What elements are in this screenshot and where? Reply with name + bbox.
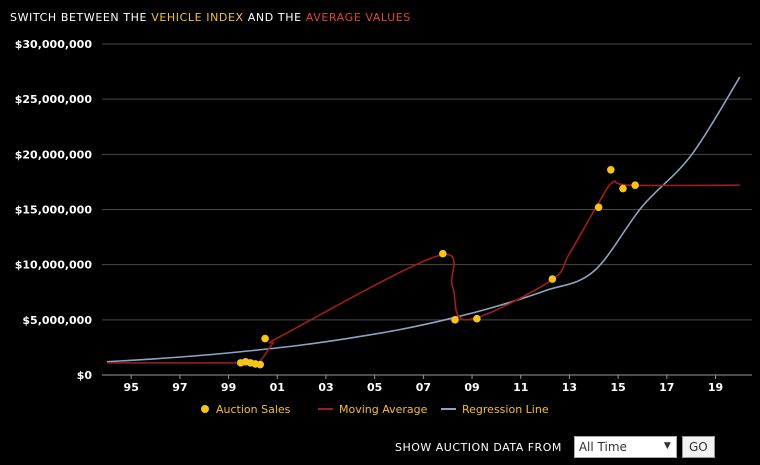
y-tick-label: $15,000,000 <box>15 204 93 217</box>
x-tick-label: 05 <box>367 381 382 394</box>
x-tick-label: 15 <box>610 381 625 394</box>
go-button[interactable]: GO <box>681 436 715 458</box>
chevron-down-icon: ▼ <box>663 441 671 451</box>
vehicle-index-link[interactable]: VEHICLE INDEX <box>151 11 244 24</box>
x-tick-label: 09 <box>464 381 479 394</box>
show-auction-data-label: SHOW AUCTION DATA FROM <box>395 440 562 454</box>
auction-sale-point <box>548 275 557 283</box>
y-axis-ticks: $0 $5,000,000 $10,000,000 $15,000,000 $20,00… <box>15 38 93 382</box>
y-tick-label: $20,000,000 <box>15 148 93 161</box>
x-tick-label: 95 <box>124 381 139 394</box>
auction-sale-point <box>473 314 481 323</box>
auction-sale-point <box>451 316 459 324</box>
header-prefix: SWITCH BETWEEN THE <box>10 11 148 24</box>
legend-regression-label: Regression Line <box>462 403 549 416</box>
time-range-value: All Time <box>578 440 627 454</box>
auction-sale-point <box>261 334 269 343</box>
x-tick-label: 01 <box>270 381 285 394</box>
y-tick-label: $25,000,000 <box>15 93 93 106</box>
y-tick-label: $30,000,000 <box>15 38 93 51</box>
x-tick-label: 99 <box>221 381 236 394</box>
average-values-link[interactable]: AVERAGE VALUES <box>305 11 411 24</box>
chart-legend: Auction Sales Moving Average Regression Li… <box>201 403 549 416</box>
time-range-select[interactable]: All Time ▼ <box>573 436 677 458</box>
legend-auction-marker <box>201 405 209 413</box>
auction-sale-point <box>607 165 615 174</box>
header-middle: AND THE <box>247 11 302 24</box>
auction-sale-point <box>619 184 627 193</box>
legend-auction-label: Auction Sales <box>216 403 291 416</box>
auction-sale-point <box>594 203 603 212</box>
y-tick-label: $0 <box>77 369 93 382</box>
x-tick-label: 19 <box>708 381 723 394</box>
auction-range-controls: SHOW AUCTION DATA FROM All Time ▼ GO <box>395 436 715 458</box>
moving-average-line <box>106 180 740 366</box>
y-tick-label: $5,000,000 <box>22 314 92 327</box>
grid-lines <box>102 43 752 376</box>
regression-line <box>106 76 741 363</box>
x-tick-label: 97 <box>172 381 187 394</box>
auction-sale-point <box>631 181 639 190</box>
x-tick-label: 03 <box>318 381 333 394</box>
auction-sale-point <box>256 360 265 369</box>
x-tick-label: 13 <box>562 381 577 394</box>
x-tick-label: 11 <box>513 381 528 394</box>
legend-moving-average-label: Moving Average <box>339 403 428 416</box>
x-tick-label: 07 <box>416 381 431 394</box>
auction-sale-point <box>439 249 447 258</box>
x-tick-label: 17 <box>659 381 674 394</box>
y-tick-label: $10,000,000 <box>15 259 93 272</box>
chart-series <box>106 76 741 369</box>
x-axis-ticks: 95 97 99 01 03 05 07 09 11 13 15 17 19 <box>124 375 723 394</box>
chart-header: SWITCH BETWEEN THE VEHICLE INDEX AND THE… <box>10 11 411 24</box>
